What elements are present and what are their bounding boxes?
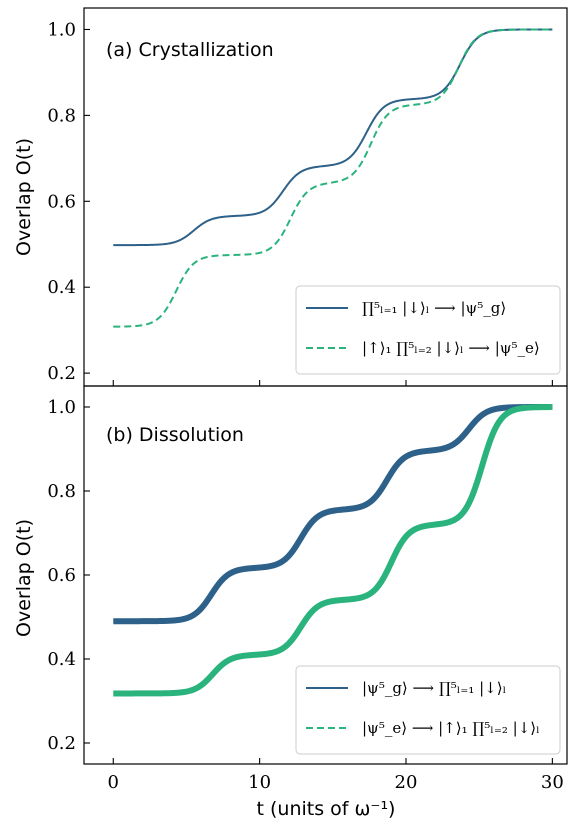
- panel-b-series: [113, 407, 552, 693]
- panel-a-crystallization: 0.2 0.4 0.6 0.8 1.0 (a) Crystallization Over…: [13, 8, 567, 386]
- y-tick-label: 0.2: [47, 363, 76, 384]
- x-tick-label: 30: [541, 772, 564, 793]
- panel-b-ylabel: Overlap O(t): [13, 519, 35, 637]
- x-tick-label: 0: [108, 772, 119, 793]
- y-tick-label: 0.8: [47, 105, 76, 126]
- panel-b-dissolution: 0.20.40.60.81.0 0 10 20 30 (b) Dissolution …: [13, 386, 567, 820]
- y-tick-label: 0.8: [47, 481, 76, 502]
- y-tick-label: 0.6: [47, 565, 76, 586]
- x-tick-label: 20: [395, 772, 418, 793]
- panel-b-xlabel: t (units of ω⁻¹): [257, 798, 396, 820]
- y-tick-label: 0.4: [47, 649, 76, 670]
- panel-b-legend: |ψ⁵_g⟩ ⟶ ∏⁵ₗ₌₁ |↓⟩ₗ |ψ⁵_e⟩ ⟶ |↑⟩₁ ∏⁵ₗ₌₂ …: [296, 666, 560, 754]
- panel-a-series: [113, 29, 552, 326]
- panel-b-title: (b) Dissolution: [106, 424, 244, 446]
- y-tick-label: 1.0: [47, 397, 76, 418]
- panel-a-ylabel: Overlap O(t): [13, 138, 35, 256]
- panel-b-x-ticks: 0 10 20 30: [108, 758, 564, 793]
- y-tick-label: 0.6: [47, 191, 76, 212]
- series-line-a1: [113, 29, 552, 326]
- panel-a-legend: ∏⁵ₗ₌₁ |↓⟩ₗ ⟶ |ψ⁵_g⟩ |↑⟩₁ ∏⁵ₗ₌₂ |↓⟩ₗ ⟶ |ψ…: [296, 286, 560, 374]
- series-line-b1: [113, 407, 552, 693]
- legend-label-b1: |ψ⁵_e⟩ ⟶ |↑⟩₁ ∏⁵ₗ₌₂ |↓⟩ₗ: [362, 719, 540, 737]
- panel-a-title: (a) Crystallization: [106, 39, 274, 61]
- y-tick-label: 0.2: [47, 733, 76, 754]
- legend-label-a0: ∏⁵ₗ₌₁ |↓⟩ₗ ⟶ |ψ⁵_g⟩: [362, 299, 506, 317]
- series-line-a0: [113, 29, 552, 245]
- y-tick-label: 0.4: [47, 277, 76, 298]
- panel-a-x-ticks: [113, 380, 552, 386]
- legend-label-a1: |↑⟩₁ ∏⁵ₗ₌₂ |↓⟩ₗ ⟶ |ψ⁵_e⟩: [362, 339, 540, 357]
- x-tick-label: 10: [248, 772, 271, 793]
- legend-label-b0: |ψ⁵_g⟩ ⟶ ∏⁵ₗ₌₁ |↓⟩ₗ: [362, 679, 506, 697]
- y-tick-label: 1.0: [47, 19, 76, 40]
